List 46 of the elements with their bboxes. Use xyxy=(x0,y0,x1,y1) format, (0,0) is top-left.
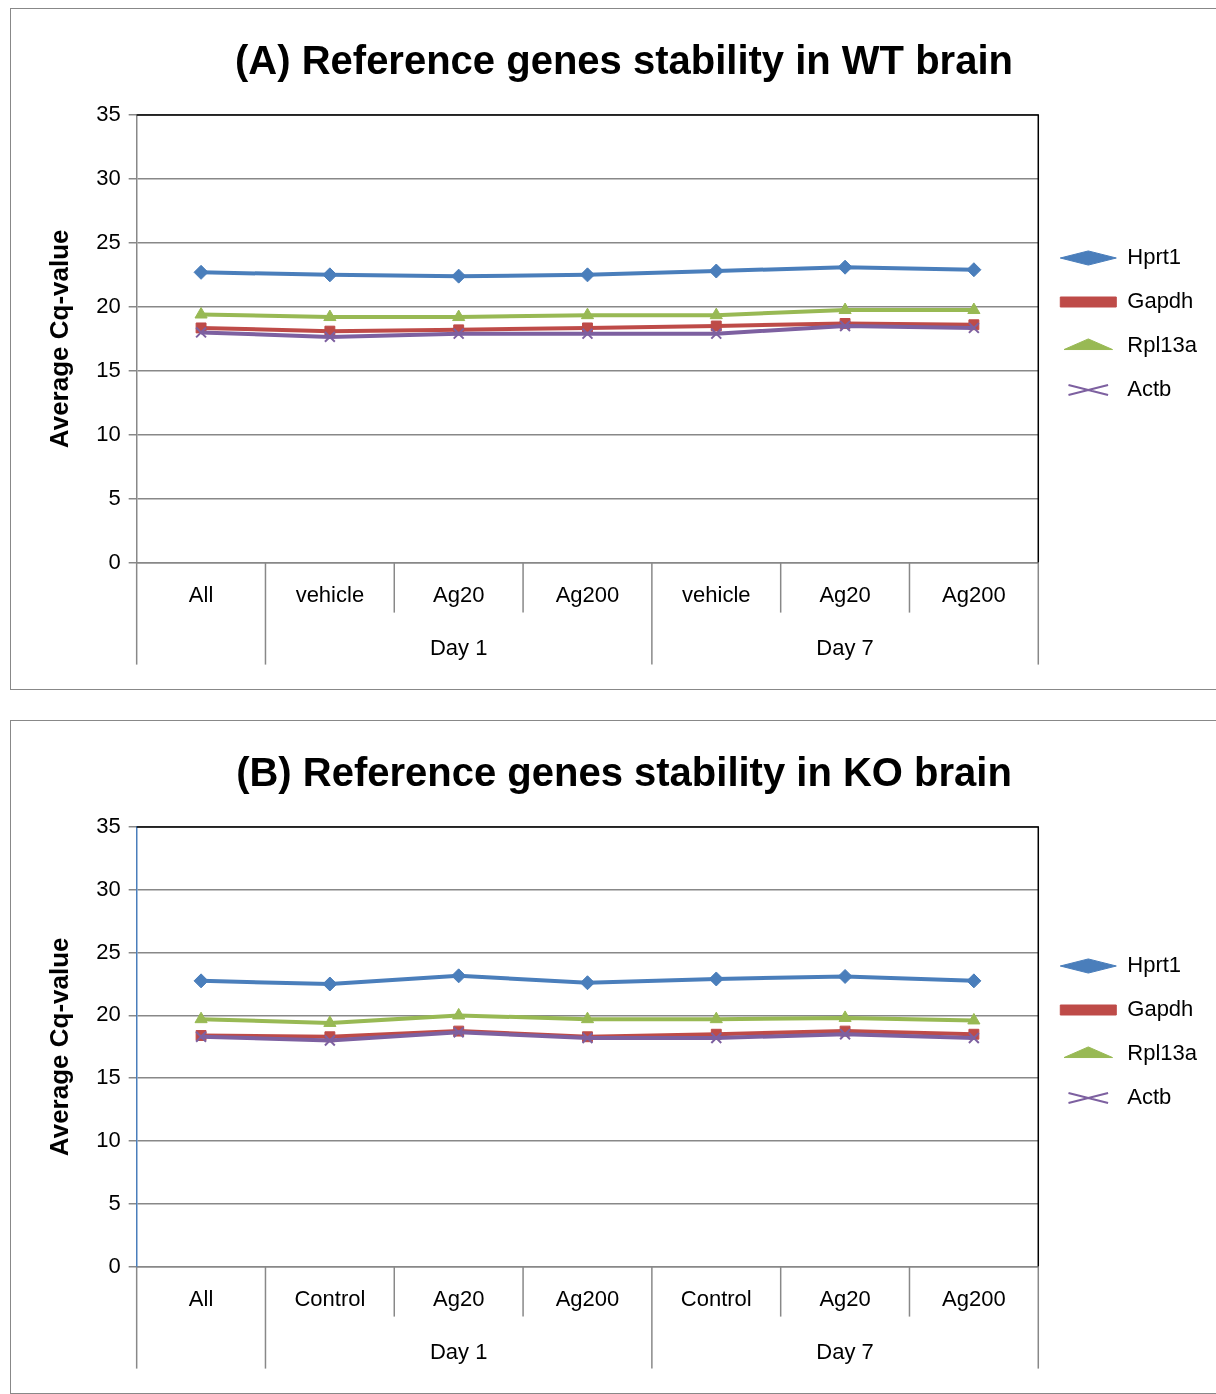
y-tick-label: 0 xyxy=(108,548,121,574)
y-tick-label: 0 xyxy=(108,1252,121,1278)
chart-title: (A) Reference genes stability in WT brain xyxy=(235,38,1013,83)
x-tick-label: Control xyxy=(294,1285,366,1311)
y-tick-label: 15 xyxy=(96,1064,121,1090)
y-tick-label: 5 xyxy=(108,484,121,510)
y-tick-label: 25 xyxy=(96,938,121,964)
x-tick-label: Ag20 xyxy=(432,1285,485,1311)
legend-label: Gapdh xyxy=(1127,996,1194,1022)
x-tick-label: All xyxy=(188,581,214,607)
y-tick-label: 30 xyxy=(96,875,121,901)
y-axis-title: Average Cq-value xyxy=(43,229,74,449)
legend-label: Actb xyxy=(1127,376,1172,402)
text: Day 1 xyxy=(429,1338,488,1364)
legend-label: Hprt1 xyxy=(1127,952,1182,978)
x-tick-label: vehicle xyxy=(295,581,365,607)
legend-label: Hprt1 xyxy=(1127,244,1182,270)
y-tick-label: 35 xyxy=(96,101,121,127)
x-tick-label: Ag20 xyxy=(819,1285,871,1311)
y-tick-label: 35 xyxy=(96,813,121,839)
y-tick-label: 15 xyxy=(96,356,121,382)
legend-label: Rpl13a xyxy=(1127,332,1198,358)
text: Day 7 xyxy=(816,634,874,660)
y-tick-label: 20 xyxy=(96,1001,121,1027)
x-tick-label: All xyxy=(188,1285,214,1311)
y-tick-label: 10 xyxy=(96,420,121,446)
y-tick-label: 20 xyxy=(96,292,121,318)
x-tick-label: Ag200 xyxy=(555,581,620,607)
chart-title: (B) Reference genes stability in KO brain xyxy=(236,750,1012,795)
x-tick-label: Ag200 xyxy=(555,1285,620,1311)
legend-label: Gapdh xyxy=(1127,288,1194,314)
y-axis-title: Average Cq-value xyxy=(43,937,74,1157)
legend-label: Rpl13a xyxy=(1127,1040,1198,1066)
y-tick-label: 5 xyxy=(108,1189,121,1215)
x-tick-label: Ag20 xyxy=(432,581,485,607)
x-tick-label: Ag200 xyxy=(942,581,1006,607)
x-tick-label: vehicle xyxy=(682,581,751,607)
legend-label: Actb xyxy=(1127,1084,1172,1110)
x-tick-label: Ag200 xyxy=(942,1285,1006,1311)
text: Day 7 xyxy=(816,1338,874,1364)
x-tick-label: Ag20 xyxy=(819,581,871,607)
y-tick-label: 10 xyxy=(96,1127,121,1153)
text: Day 1 xyxy=(429,634,488,660)
y-tick-label: 25 xyxy=(96,228,121,254)
x-tick-label: Control xyxy=(680,1285,752,1311)
y-tick-label: 30 xyxy=(96,165,121,191)
